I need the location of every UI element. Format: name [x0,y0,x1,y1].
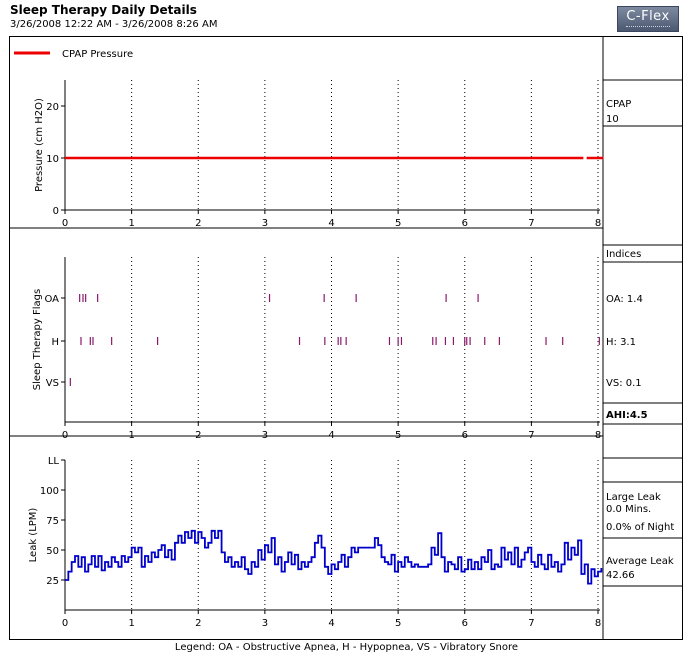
vs-index: VS: 0.1 [606,378,642,389]
x-tick-label: 7 [528,618,534,629]
indices-title: Indices [606,249,641,260]
y-tick-label: 20 [46,102,59,113]
x-tick-label: 2 [195,618,201,629]
y-tick-label: OA [44,294,59,305]
ahi-index: AHI:4.5 [606,410,648,421]
y-tick-label: 100 [40,486,59,497]
report-frame [9,36,683,640]
y-tick-label: 25 [46,576,59,587]
flags-y-axis-label: Sleep Therapy Flags [32,289,43,390]
x-tick-label: 8 [595,218,601,229]
cpap-value: 10 [606,114,619,125]
x-tick-label: 6 [462,218,468,229]
large-leak-mins: 0.0 Mins. [606,504,651,515]
x-tick-label: 1 [128,218,134,229]
x-tick-label: 8 [595,618,601,629]
x-tick-label: 5 [395,618,401,629]
x-tick-label: 1 [128,618,134,629]
leak-line [65,529,603,585]
x-tick-label: 6 [462,618,468,629]
logo-subtext-decoration [626,26,670,30]
large-leak-pct: 0.0% of Night [606,522,674,533]
x-tick-label: 7 [528,218,534,229]
logo-text: C-Flex [626,9,670,24]
leak-y-axis-label: Leak (LPM) [28,508,39,563]
y-tick-label: LL [48,456,60,467]
date-range: 3/26/2008 12:22 AM - 3/26/2008 8:26 AM [10,19,218,30]
x-tick-label: 0 [62,218,68,229]
h-index: H: 3.1 [606,337,636,348]
legend-footer: Legend: OA - Obstructive Apnea, H - Hypo… [174,642,519,653]
y-tick-label: 0 [53,206,59,217]
x-tick-label: 3 [262,618,268,629]
cpap-label: CPAP [606,99,631,110]
oa-index: OA: 1.4 [606,294,643,305]
x-tick-label: 0 [62,618,68,629]
page-title: Sleep Therapy Daily Details [10,3,197,17]
x-tick-label: 4 [328,618,334,629]
average-leak-title: Average Leak [606,556,674,567]
y-tick-label: 10 [46,154,59,165]
c-flex-logo: C-Flex [617,6,679,32]
x-tick-label: 3 [262,218,268,229]
pressure-y-axis-label: Pressure (cm H2O) [34,98,45,192]
x-tick-label: 5 [395,218,401,229]
y-tick-label: H [51,337,59,348]
large-leak-title: Large Leak [606,492,661,503]
y-tick-label: 50 [46,546,59,557]
x-tick-label: 4 [328,218,334,229]
y-tick-label: 75 [46,516,59,527]
x-tick-label: 2 [195,218,201,229]
pressure-legend-label: CPAP Pressure [62,49,133,60]
y-tick-label: VS [46,378,59,389]
average-leak-value: 42.66 [606,570,635,581]
